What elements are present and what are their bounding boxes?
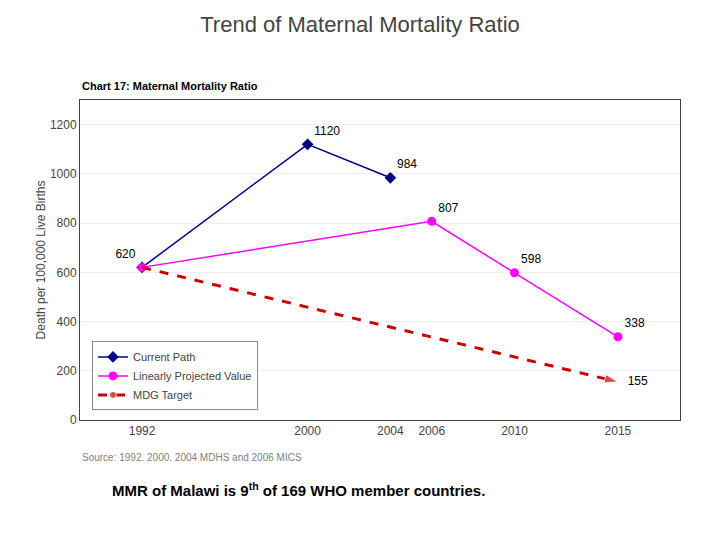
svg-text:620: 620 bbox=[115, 247, 135, 261]
svg-text:2006: 2006 bbox=[418, 424, 445, 438]
svg-text:0: 0 bbox=[70, 413, 77, 427]
svg-text:600: 600 bbox=[57, 266, 77, 280]
svg-text:2015: 2015 bbox=[605, 424, 632, 438]
svg-text:598: 598 bbox=[521, 252, 541, 266]
svg-text:Trend of Maternal Mortality Ra: Trend of Maternal Mortality Ratio bbox=[200, 12, 520, 37]
svg-text:2000: 2000 bbox=[294, 424, 321, 438]
svg-text:400: 400 bbox=[57, 315, 77, 329]
svg-text:2010: 2010 bbox=[501, 424, 528, 438]
svg-text:807: 807 bbox=[438, 201, 458, 215]
svg-text:Death per 100,000 Live Births: Death per 100,000 Live Births bbox=[34, 181, 48, 340]
svg-text:1200: 1200 bbox=[50, 118, 77, 132]
svg-text:200: 200 bbox=[57, 364, 77, 378]
svg-text:Current Path: Current Path bbox=[133, 351, 195, 363]
svg-text:984: 984 bbox=[397, 157, 417, 171]
svg-text:Chart 17: Maternal Mortality R: Chart 17: Maternal Mortality Ratio bbox=[82, 80, 258, 92]
svg-text:Linearly Projected Value: Linearly Projected Value bbox=[133, 370, 251, 382]
svg-text:1000: 1000 bbox=[50, 167, 77, 181]
svg-text:MDG Target: MDG Target bbox=[133, 389, 192, 401]
svg-text:155: 155 bbox=[628, 374, 648, 388]
svg-text:MMR of Malawi is 9​th​ of 169: MMR of Malawi is 9​th​ of 169 WHO member… bbox=[112, 480, 485, 499]
svg-text:Source: 1992. 2000. 2004 MDHS: Source: 1992. 2000. 2004 MDHS and 2006 M… bbox=[82, 452, 302, 463]
svg-text:338: 338 bbox=[625, 316, 645, 330]
svg-text:1120: 1120 bbox=[314, 124, 340, 138]
svg-text:2004: 2004 bbox=[377, 424, 404, 438]
svg-text:1992: 1992 bbox=[129, 424, 156, 438]
svg-text:800: 800 bbox=[57, 216, 77, 230]
